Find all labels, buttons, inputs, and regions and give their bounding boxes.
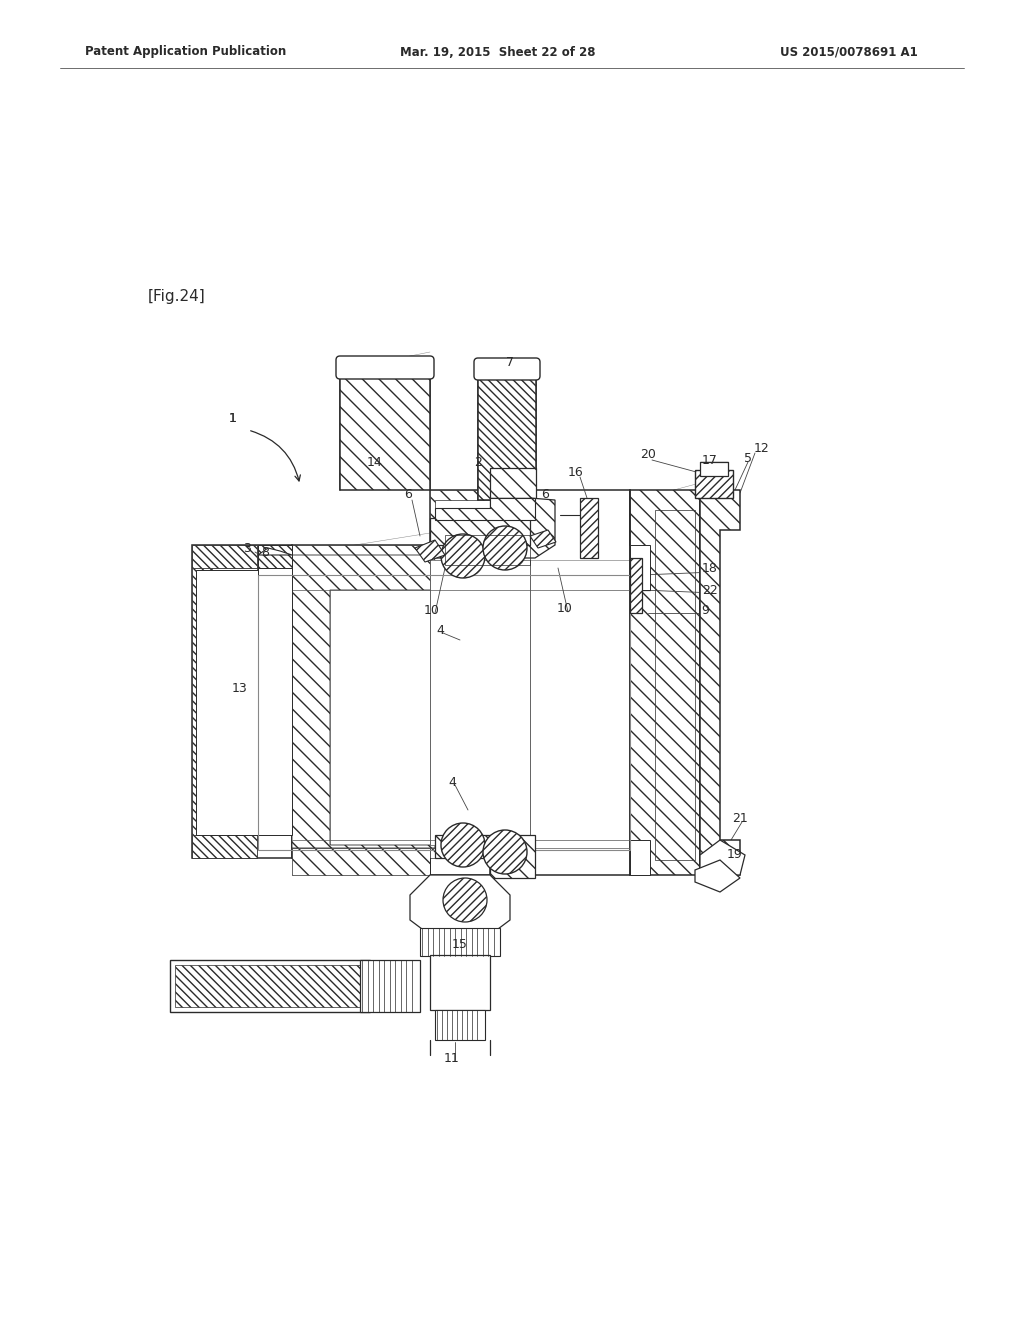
Circle shape <box>443 878 487 921</box>
Polygon shape <box>630 545 650 590</box>
Bar <box>430 954 490 1010</box>
Text: 13: 13 <box>232 681 248 694</box>
Bar <box>196 570 258 836</box>
Polygon shape <box>490 469 536 545</box>
Text: 20: 20 <box>640 449 656 462</box>
Text: 4: 4 <box>449 776 456 788</box>
Polygon shape <box>193 545 292 858</box>
Text: 4: 4 <box>436 623 444 636</box>
Text: 7: 7 <box>506 355 514 368</box>
Bar <box>478 370 536 500</box>
Circle shape <box>441 822 485 867</box>
Text: 9: 9 <box>701 603 709 616</box>
Text: 12: 12 <box>754 441 770 454</box>
Text: 21: 21 <box>732 812 748 825</box>
Bar <box>695 470 733 498</box>
Text: 3: 3 <box>243 541 251 554</box>
Polygon shape <box>435 498 535 520</box>
Bar <box>175 965 360 1007</box>
Text: 6: 6 <box>541 488 549 502</box>
Polygon shape <box>292 847 430 875</box>
Polygon shape <box>490 858 530 875</box>
Polygon shape <box>435 498 555 558</box>
Polygon shape <box>435 836 535 878</box>
Polygon shape <box>430 847 490 875</box>
Bar <box>193 568 212 836</box>
Polygon shape <box>292 490 490 554</box>
Polygon shape <box>530 531 556 548</box>
Polygon shape <box>258 548 292 554</box>
Bar <box>630 558 642 612</box>
Polygon shape <box>258 545 292 568</box>
Text: 18: 18 <box>702 561 718 574</box>
Bar <box>445 535 530 565</box>
Text: 11: 11 <box>444 1052 460 1064</box>
Polygon shape <box>490 469 530 490</box>
Circle shape <box>483 830 527 874</box>
Bar <box>330 560 630 850</box>
Text: Mar. 19, 2015  Sheet 22 of 28: Mar. 19, 2015 Sheet 22 of 28 <box>400 45 596 58</box>
Text: 5: 5 <box>744 451 752 465</box>
Bar <box>258 576 630 850</box>
Polygon shape <box>292 554 435 847</box>
Bar <box>430 560 530 845</box>
Bar <box>700 462 728 477</box>
Polygon shape <box>700 840 745 875</box>
Bar <box>258 568 292 836</box>
Bar <box>420 928 500 956</box>
Bar <box>580 498 598 558</box>
Text: 14: 14 <box>368 455 383 469</box>
Text: 6: 6 <box>404 488 412 502</box>
Polygon shape <box>630 490 700 875</box>
Text: 17: 17 <box>702 454 718 466</box>
Bar <box>655 510 695 861</box>
Polygon shape <box>410 875 510 935</box>
Text: 2: 2 <box>474 455 482 469</box>
Polygon shape <box>415 540 445 562</box>
Text: 15: 15 <box>452 939 468 952</box>
Bar <box>193 545 257 568</box>
Text: 22: 22 <box>702 583 718 597</box>
Polygon shape <box>340 368 430 490</box>
Bar <box>170 960 370 1012</box>
Text: 8: 8 <box>261 546 269 560</box>
Bar <box>435 1010 485 1040</box>
Text: 10: 10 <box>424 603 440 616</box>
Bar <box>360 960 420 1012</box>
Text: Patent Application Publication: Patent Application Publication <box>85 45 287 58</box>
Polygon shape <box>630 840 650 875</box>
Text: [Fig.24]: [Fig.24] <box>148 289 206 305</box>
Text: US 2015/0078691 A1: US 2015/0078691 A1 <box>780 45 918 58</box>
Text: 16: 16 <box>568 466 584 479</box>
Polygon shape <box>700 490 740 875</box>
Polygon shape <box>292 469 650 875</box>
Circle shape <box>483 525 527 570</box>
Text: 1: 1 <box>229 412 237 425</box>
FancyBboxPatch shape <box>336 356 434 379</box>
Text: 10: 10 <box>557 602 573 615</box>
Text: 19: 19 <box>727 849 742 862</box>
FancyBboxPatch shape <box>474 358 540 380</box>
Polygon shape <box>695 861 740 892</box>
Text: 1: 1 <box>229 412 237 425</box>
Circle shape <box>441 535 485 578</box>
Bar <box>193 836 257 858</box>
Polygon shape <box>430 498 530 545</box>
